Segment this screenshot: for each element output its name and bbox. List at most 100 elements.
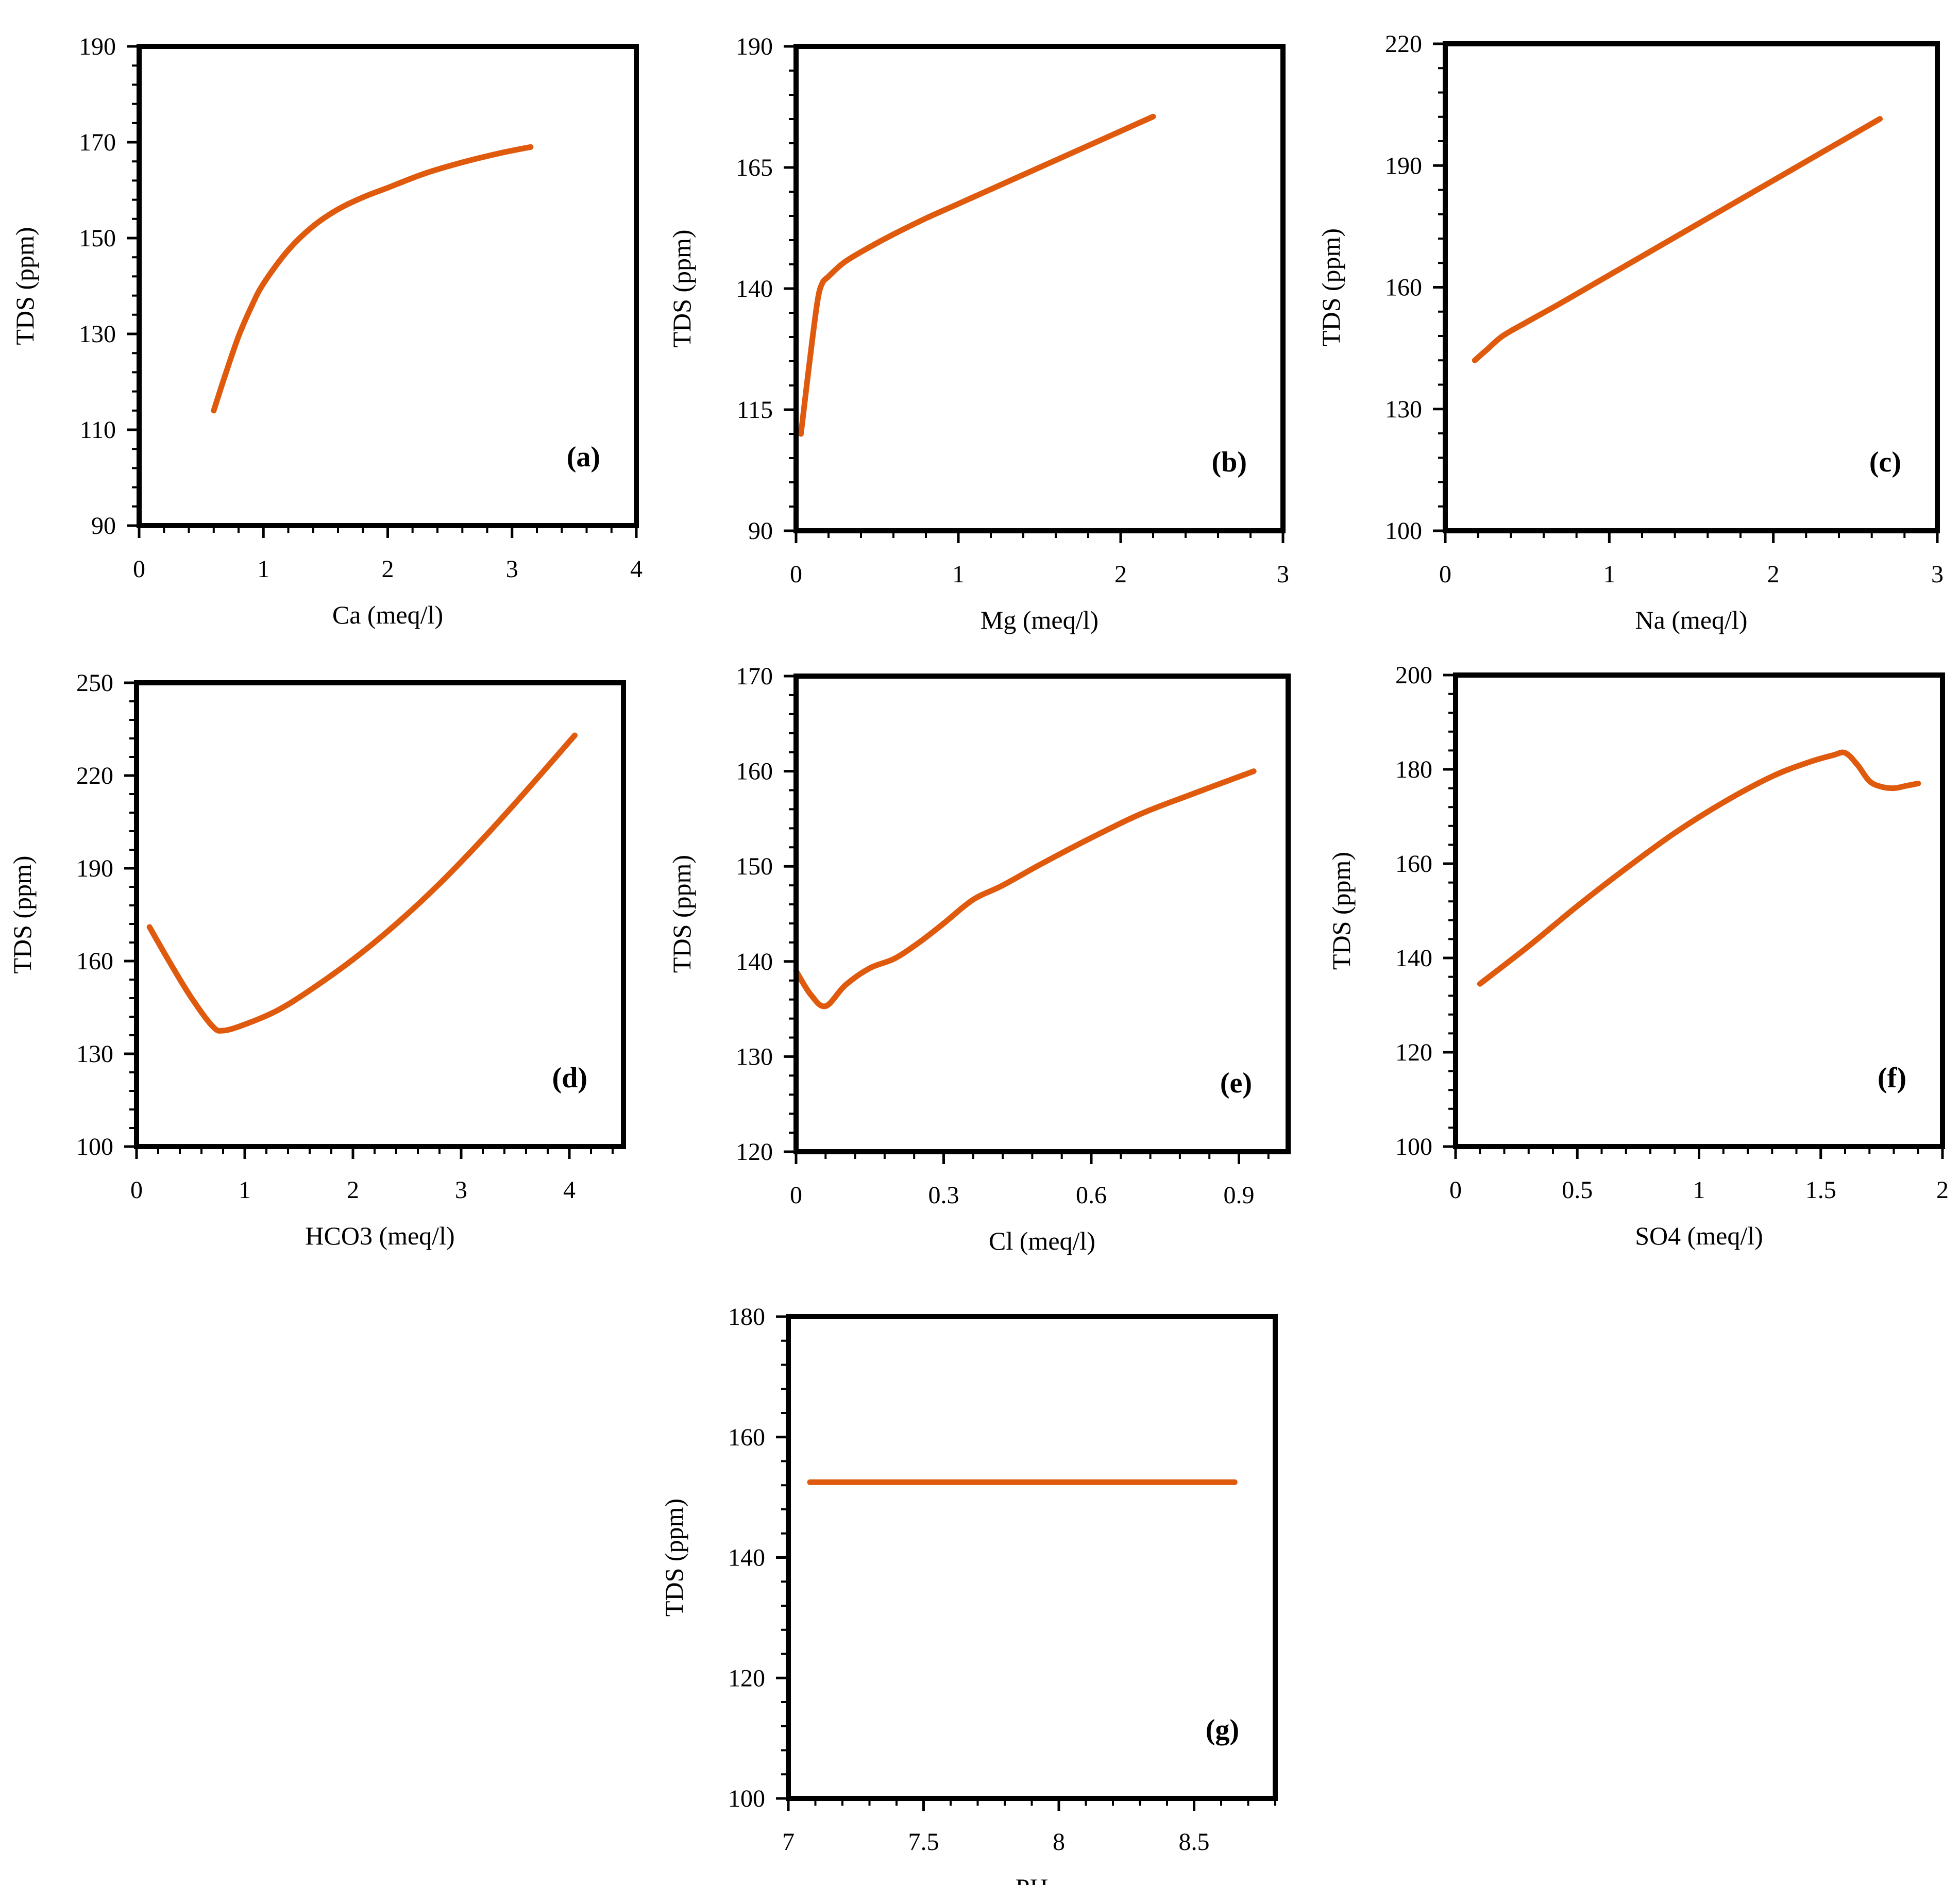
y-tick-label: 90 (748, 517, 773, 545)
chart-panel-g: 7 7.5 8 8.5 100 120 140 160 180 PH TDS (ppm) (g) (660, 1303, 1278, 1885)
x-tick-label: 8 (1053, 1828, 1065, 1856)
series-line-c (1472, 116, 1883, 363)
x-tick-label: 0.6 (1076, 1182, 1107, 1209)
minor-ticks (789, 45, 1284, 538)
y-tick-label: 250 (76, 669, 113, 697)
panel-label: (g) (1206, 1714, 1239, 1746)
chart-panel-e: 0 0.3 0.6 0.9 120 130 140 150 160 170 Cl (meq/l) TD… (667, 663, 1291, 1255)
series-line-a (211, 144, 534, 414)
x-tick-label: 0 (130, 1176, 143, 1204)
chart-panel-a: 0 1 2 3 4 90 110 130 150 170 190 Ca (meq/l) TDS (ppm… (10, 33, 643, 629)
y-tick-label: 120 (728, 1664, 765, 1692)
x-tick-label: 3 (1931, 561, 1944, 588)
y-tick-label: 140 (1395, 945, 1432, 972)
x-tick-label: 2 (1767, 561, 1780, 588)
y-tick-label: 190 (1385, 152, 1422, 179)
y-tick-label: 180 (728, 1303, 765, 1331)
y-tick-label: 150 (79, 225, 116, 252)
y-axis-title: TDS (ppm) (1316, 228, 1345, 346)
x-tick-label: 0 (790, 1182, 802, 1209)
x-tick-label: 1 (1693, 1176, 1705, 1204)
series-line-e (793, 768, 1257, 1009)
panel-label: (f) (1878, 1062, 1906, 1094)
panel-label: (d) (552, 1062, 587, 1094)
y-tick-label: 190 (736, 33, 773, 60)
x-tick-label: 2 (1114, 561, 1127, 588)
x-axis-title: Cl (meq/l) (989, 1226, 1095, 1255)
minor-ticks (789, 675, 1270, 1159)
x-tick-label: 0 (1449, 1176, 1462, 1204)
x-tick-label: 0.9 (1224, 1182, 1255, 1209)
plot-frame (137, 44, 639, 528)
y-tick-label: 165 (736, 154, 773, 181)
y-axis-title: TDS (ppm) (667, 855, 696, 973)
y-tick-label: 160 (1395, 850, 1432, 878)
plot-frame (1443, 41, 1940, 533)
chart-panel-b: 0 1 2 3 90 115 140 165 190 Mg (meq/l) TDS (ppm) (b) (667, 33, 1289, 634)
x-tick-label: 7.5 (908, 1828, 939, 1856)
chart-panel-f: 0 0.5 1 1.5 2 100 120 140 160 180 200 SO4 (meq/l) TD… (1327, 662, 1949, 1250)
y-tick-label: 120 (1395, 1039, 1432, 1066)
y-tick-label: 90 (91, 512, 116, 540)
y-tick-label: 110 (80, 416, 116, 444)
x-tick-label: 1 (257, 556, 269, 583)
minor-ticks (132, 45, 637, 533)
plot-frame (793, 674, 1291, 1154)
y-tick-label: 200 (1395, 662, 1432, 689)
x-tick-label: 1.5 (1805, 1176, 1836, 1204)
y-tick-label: 120 (736, 1138, 773, 1166)
panel-label: (b) (1212, 446, 1247, 478)
plot-frame (134, 680, 626, 1149)
minor-ticks (781, 1316, 1276, 1806)
x-axis-title: Ca (meq/l) (332, 600, 443, 629)
x-axis-title: Na (meq/l) (1635, 605, 1748, 634)
x-tick-label: 4 (563, 1176, 576, 1204)
y-tick-label: 170 (79, 129, 116, 156)
y-tick-label: 220 (76, 762, 113, 789)
x-tick-label: 0 (790, 561, 802, 588)
y-tick-label: 130 (1385, 396, 1422, 423)
y-tick-label: 130 (79, 321, 116, 348)
y-tick-label: 100 (1395, 1133, 1432, 1160)
y-tick-label: 140 (736, 948, 773, 975)
y-tick-label: 160 (76, 948, 113, 975)
plot-frame (786, 1314, 1278, 1801)
chart-panel-c: 0 1 2 3 100 130 160 190 220 Na (meq/l) TDS (ppm) (c… (1316, 30, 1944, 634)
y-axis-title: TDS (ppm) (667, 229, 696, 347)
panel-label: (c) (1869, 446, 1901, 478)
x-axis-title: PH (1016, 1873, 1049, 1885)
y-tick-label: 140 (728, 1544, 765, 1572)
x-axis-title: Mg (meq/l) (981, 605, 1099, 634)
x-tick-label: 0 (133, 556, 145, 583)
y-axis-title: TDS (ppm) (8, 855, 37, 973)
y-tick-label: 130 (76, 1040, 113, 1068)
plot-frame (793, 44, 1286, 533)
y-tick-label: 150 (736, 853, 773, 880)
series-line-b (798, 113, 1156, 437)
y-tick-label: 190 (79, 33, 116, 60)
y-tick-label: 160 (736, 758, 773, 785)
minor-ticks (129, 682, 614, 1154)
x-tick-label: 7 (782, 1828, 795, 1856)
x-tick-label: 0.3 (928, 1182, 959, 1209)
x-axis-title: SO4 (meq/l) (1635, 1221, 1763, 1250)
x-tick-label: 8.5 (1179, 1828, 1210, 1856)
y-tick-label: 140 (736, 275, 773, 302)
x-tick-label: 1 (1603, 561, 1615, 588)
minor-ticks (1448, 674, 1944, 1154)
series-line-f (1477, 749, 1921, 987)
plot-frame (1453, 672, 1945, 1149)
x-tick-label: 0 (1439, 561, 1451, 588)
minor-ticks (1438, 43, 1938, 538)
x-tick-label: 2 (382, 556, 394, 583)
y-axis-title: TDS (ppm) (660, 1499, 688, 1617)
y-axis-title: TDS (ppm) (10, 227, 39, 345)
panel-label: (a) (567, 441, 600, 473)
y-tick-label: 160 (1385, 274, 1422, 301)
x-tick-label: 4 (630, 556, 643, 583)
y-tick-label: 130 (736, 1043, 773, 1070)
y-tick-label: 220 (1385, 30, 1422, 58)
x-tick-label: 1 (952, 561, 965, 588)
y-tick-label: 160 (728, 1424, 765, 1451)
